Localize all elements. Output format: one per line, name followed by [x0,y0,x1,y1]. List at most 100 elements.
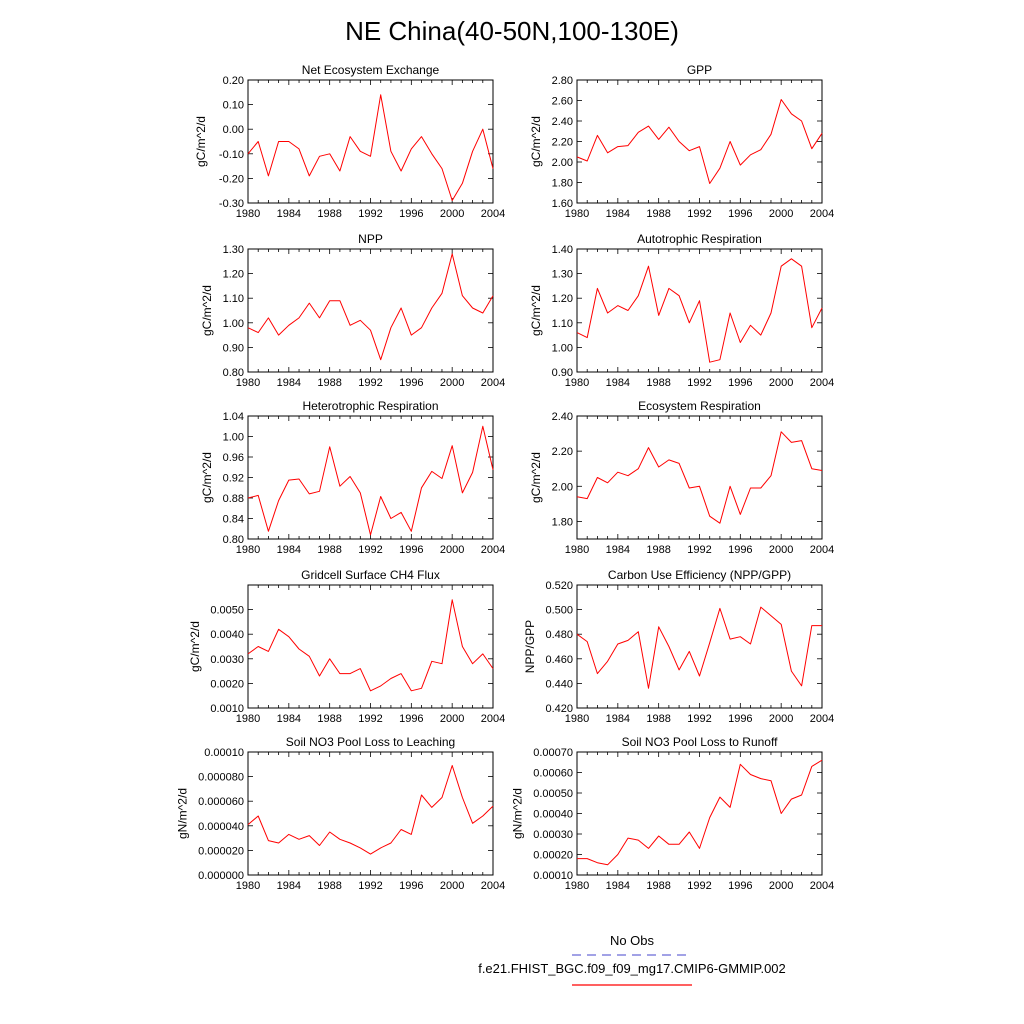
y-tick-label: 0.420 [545,703,573,715]
x-tick-label: 1980 [565,880,589,892]
plot-frame [576,248,823,373]
y-tick-label: 2.20 [552,137,573,149]
y-tick-label: 1.10 [223,293,244,305]
x-tick-label: 1988 [317,544,341,556]
series-line-soil-no3-pool-loss-to-leaching [247,765,494,855]
panel-title: Net Ecosystem Exchange [302,63,440,77]
y-tick-label: 1.80 [552,516,573,528]
x-tick-label: 2004 [810,880,834,892]
x-tick-label: 2000 [769,377,793,389]
y-axis-label: gC/m^2/d [194,116,208,167]
x-tick-label: 1988 [646,880,670,892]
y-tick-label: 1.20 [552,293,573,305]
y-tick-label: 0.20 [223,75,244,87]
y-tick-label: 1.60 [552,198,573,210]
x-tick-label: 1992 [358,208,382,220]
plot-frame [576,751,823,876]
y-axis-label: gC/m^2/d [200,285,214,336]
panel-title: Gridcell Surface CH4 Flux [301,568,440,582]
x-tick-label: 2004 [481,377,505,389]
x-tick-label: 1992 [358,544,382,556]
y-tick-label: 0.80 [223,534,244,546]
y-tick-label: 1.10 [552,318,573,330]
y-tick-label: 1.00 [223,432,244,444]
plot-frame [576,415,823,540]
x-tick-label: 1992 [358,713,382,725]
y-tick-label: 2.40 [552,116,573,128]
y-axis-label: gC/m^2/d [188,621,202,672]
y-axis-label: gC/m^2/d [529,116,543,167]
legend: No Obs f.e21.FHIST_BGC.f09_f09_mg17.CMIP… [478,933,786,986]
panel-ecosystem-respiration: Ecosystem Respiration 1980 1984 1988 1992 199… [529,399,834,556]
y-tick-label: 0.00 [223,124,244,136]
panel-title: Carbon Use Efficiency (NPP/GPP) [608,568,791,582]
panel-title: GPP [687,63,712,77]
x-tick-label: 1984 [606,377,630,389]
x-tick-label: 1988 [317,880,341,892]
x-tick-label: 2000 [769,208,793,220]
y-tick-label: 0.0040 [210,629,244,641]
series-line-gridcell-surface-ch4-flux [247,599,494,692]
y-tick-label: 0.84 [223,514,244,526]
x-tick-label: 2004 [810,544,834,556]
y-tick-label: 0.460 [545,654,573,666]
x-tick-label: 1988 [317,713,341,725]
x-tick-label: 1996 [728,208,752,220]
y-tick-label: 0.96 [223,452,244,464]
plot-frame [576,79,823,204]
x-tick-label: 1984 [606,544,630,556]
x-tick-label: 1980 [236,713,260,725]
x-tick-label: 1984 [277,544,301,556]
panel-heterotrophic-respiration: Heterotrophic Respiration 1980 1984 1988 199… [200,399,505,556]
panel-net-ecosystem-exchange: Net Ecosystem Exchange 1980 1984 1988 1992 19… [194,63,505,220]
panel-gridcell-surface-ch4-flux: Gridcell Surface CH4 Flux 1980 1984 1988 199… [188,568,505,725]
y-tick-label: -0.20 [219,173,244,185]
panel-grid: Net Ecosystem Exchange 1980 1984 1988 1992 19… [175,63,834,892]
legend-model-label: f.e21.FHIST_BGC.f09_f09_mg17.CMIP6-GMMIP… [478,961,786,976]
y-tick-label: 0.10 [223,100,244,112]
panel-carbon-use-efficiency-npp-gpp: Carbon Use Efficiency (NPP/GPP) 1980 1984 1… [523,568,834,725]
x-tick-label: 1988 [646,544,670,556]
panel-npp: NPP 1980 1984 1988 1992 1996 2000 2004 0.80 0.90 1… [200,232,505,389]
x-tick-label: 1996 [728,544,752,556]
x-tick-label: 2000 [440,880,464,892]
x-tick-label: 1996 [399,880,423,892]
x-tick-label: 1988 [646,713,670,725]
x-tick-label: 1980 [565,544,589,556]
x-tick-label: 1992 [687,880,711,892]
y-tick-label: 1.00 [223,318,244,330]
y-tick-label: 2.40 [552,411,573,423]
x-tick-label: 1996 [399,377,423,389]
x-tick-label: 1996 [399,544,423,556]
y-tick-label: 0.00010 [533,870,573,882]
panel-title: Soil NO3 Pool Loss to Leaching [286,735,455,749]
x-tick-label: 1996 [728,880,752,892]
y-tick-label: -0.30 [219,198,244,210]
series-line-net-ecosystem-exchange [247,94,494,201]
x-tick-label: 1980 [565,713,589,725]
x-tick-label: 2004 [481,713,505,725]
plot-frame [247,415,494,540]
series-line-soil-no3-pool-loss-to-runoff [577,759,823,866]
x-tick-label: 1988 [317,208,341,220]
x-tick-label: 1984 [277,377,301,389]
x-tick-label: 1996 [399,208,423,220]
x-tick-label: 2000 [769,713,793,725]
y-tick-label: 0.00030 [533,829,573,841]
x-tick-label: 1996 [399,713,423,725]
y-tick-label: 0.88 [223,493,244,505]
panel-gpp: GPP 1980 1984 1988 1992 1996 2000 2004 1.60 1.80 2… [529,63,834,220]
y-axis-label: gC/m^2/d [200,452,214,503]
y-tick-label: 0.000060 [198,796,244,808]
x-tick-label: 1984 [277,208,301,220]
series-line-heterotrophic-respiration [247,425,494,536]
panel-title: Ecosystem Respiration [638,399,761,413]
y-tick-label: 0.480 [545,629,573,641]
x-tick-label: 1984 [277,880,301,892]
x-tick-label: 2004 [810,713,834,725]
y-axis-label: gC/m^2/d [529,452,543,503]
y-axis-label: gN/m^2/d [511,788,525,839]
y-tick-label: 0.92 [223,473,244,485]
y-tick-label: 0.00020 [533,850,573,862]
